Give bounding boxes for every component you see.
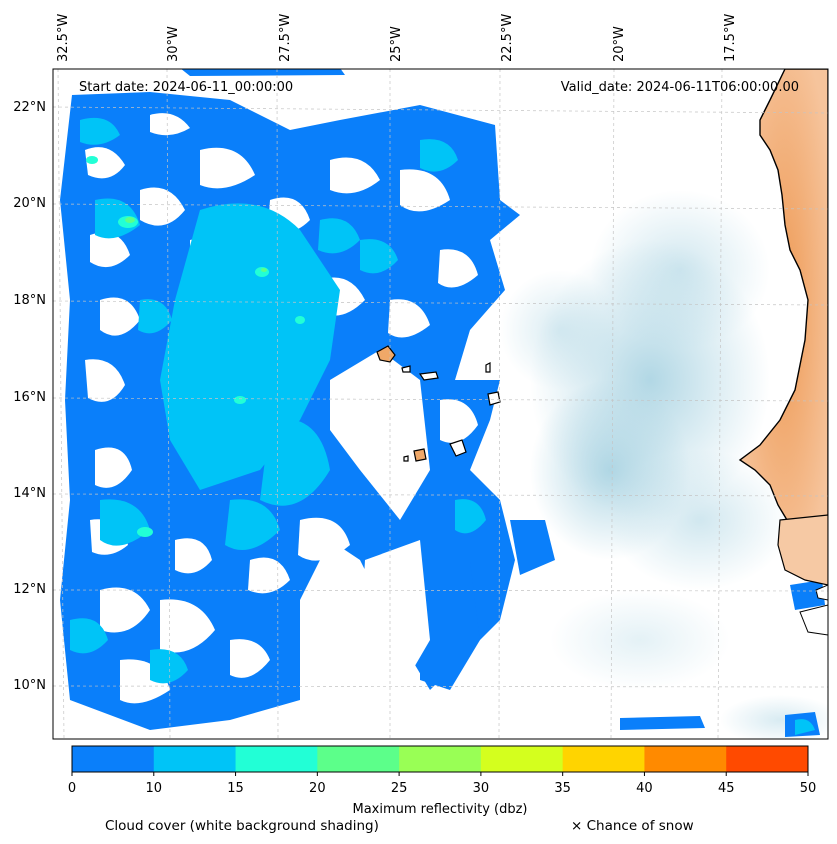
map-frame (52, 68, 829, 740)
snow-legend-note: × Chance of snow (571, 818, 694, 834)
lon-label: 20°W (612, 26, 627, 62)
cloud-cover-shading (500, 190, 828, 739)
reflectivity-10-15 (70, 117, 815, 735)
lat-label: 20°N (13, 196, 46, 211)
colorbar-cell (399, 746, 482, 772)
map-gridlines (53, 69, 828, 739)
start-date-label: Start date: 2024-06-11_00:00:00 (79, 80, 293, 95)
colorbar-tick-label: 50 (800, 781, 817, 796)
colorbar-cells (72, 746, 809, 772)
colorbar-frame (71, 745, 809, 773)
valid-date-label: Valid_date: 2024-06-11T06:00:00.00 (561, 80, 799, 95)
reflectivity-20-25 (125, 217, 267, 272)
lon-label: 32.5°W (56, 14, 71, 62)
colorbar-cell (317, 746, 400, 772)
colorbar-tick-label: 10 (146, 781, 163, 796)
colorbar-cell (562, 746, 645, 772)
colorbar-cell (72, 746, 155, 772)
land-africa (738, 69, 828, 636)
colorbar-tick-label: 30 (473, 781, 490, 796)
colorbar-cell (235, 746, 318, 772)
lat-label: 18°N (13, 293, 46, 308)
lon-label: 22.5°W (500, 14, 515, 62)
lon-label: 27.5°W (278, 14, 293, 62)
cape-verde-islands (376, 345, 501, 462)
lat-label: 12°N (13, 582, 46, 597)
colorbar-cell (726, 746, 809, 772)
colorbar-label: Maximum reflectivity (dbz) (353, 802, 528, 817)
lon-label: 30°W (166, 26, 181, 62)
colorbar-tick-label: 45 (718, 781, 735, 796)
colorbar: 0 10 15 20 25 30 35 40 45 50 Maximum reflectivity… (68, 745, 816, 817)
map-plot-area (53, 69, 828, 739)
lat-label: 10°N (13, 678, 46, 693)
colorbar-cell (153, 746, 237, 772)
colorbar-tick-label: 35 (554, 781, 571, 796)
lat-label: 14°N (13, 486, 46, 501)
colorbar-tick-label: 25 (391, 781, 408, 796)
colorbar-tick-label: 15 (227, 781, 244, 796)
longitude-labels: 32.5°W 30°W 27.5°W 25°W 22.5°W 20°W 17.5… (56, 14, 738, 62)
latitude-labels: 22°N 20°N 18°N 16°N 14°N 12°N 10°N (13, 100, 46, 693)
colorbar-tick-label: 20 (309, 781, 326, 796)
cloud-cover-note: Cloud cover (white background shading) (105, 818, 379, 834)
colorbar-ticks: 0 10 15 20 25 30 35 40 45 50 (68, 772, 816, 796)
colorbar-tick-label: 0 (68, 781, 76, 796)
lat-label: 16°N (13, 390, 46, 405)
lon-label: 17.5°W (723, 14, 738, 62)
lat-label: 22°N (13, 100, 46, 115)
colorbar-cell (480, 746, 564, 772)
colorbar-cell (644, 746, 727, 772)
colorbar-tick-label: 40 (636, 781, 653, 796)
lon-label: 25°W (389, 26, 404, 62)
